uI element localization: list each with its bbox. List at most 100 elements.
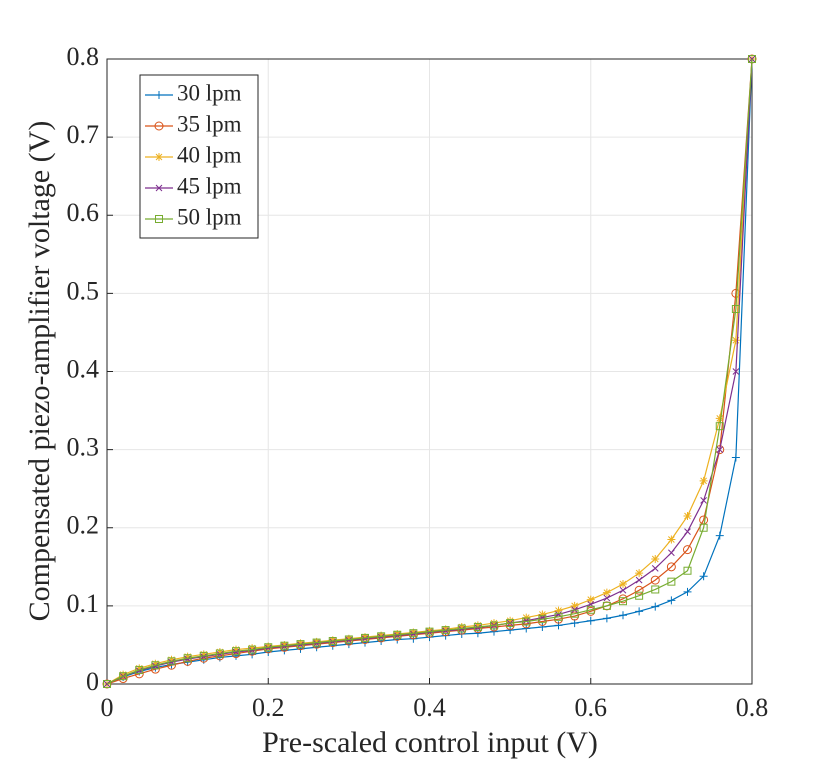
marker bbox=[409, 628, 418, 637]
marker bbox=[748, 55, 756, 63]
marker bbox=[410, 630, 417, 638]
x-tick-label: 0.2 bbox=[252, 693, 285, 722]
marker bbox=[715, 422, 724, 431]
marker bbox=[152, 662, 159, 670]
y-tick-label: 0.1 bbox=[67, 589, 100, 618]
marker bbox=[135, 664, 144, 673]
marker bbox=[650, 575, 660, 585]
marker bbox=[155, 215, 163, 223]
marker bbox=[619, 597, 627, 606]
marker bbox=[215, 647, 224, 656]
marker bbox=[442, 627, 449, 635]
marker bbox=[506, 616, 515, 625]
marker bbox=[715, 414, 724, 423]
marker bbox=[586, 605, 595, 614]
marker bbox=[554, 606, 563, 615]
marker bbox=[683, 512, 692, 521]
marker bbox=[635, 607, 644, 616]
marker bbox=[619, 611, 627, 620]
marker bbox=[490, 619, 498, 628]
marker bbox=[328, 637, 337, 646]
marker bbox=[699, 572, 708, 581]
marker bbox=[602, 614, 611, 623]
x-tick-label: 0.8 bbox=[736, 693, 769, 722]
marker bbox=[635, 591, 644, 600]
series-line bbox=[106, 58, 753, 685]
y-tick-label: 0.8 bbox=[67, 42, 100, 71]
marker bbox=[458, 625, 466, 633]
plot-frame bbox=[106, 58, 753, 685]
marker bbox=[651, 555, 660, 563]
marker bbox=[264, 644, 272, 652]
marker bbox=[232, 648, 240, 656]
marker bbox=[232, 645, 240, 654]
marker bbox=[264, 642, 273, 651]
marker bbox=[154, 121, 164, 131]
marker bbox=[668, 549, 675, 557]
marker bbox=[651, 602, 660, 611]
marker bbox=[215, 649, 224, 658]
marker bbox=[361, 633, 369, 642]
marker bbox=[280, 641, 289, 650]
marker bbox=[602, 601, 611, 610]
marker bbox=[200, 653, 208, 661]
marker bbox=[119, 670, 128, 679]
marker bbox=[490, 621, 498, 630]
marker bbox=[667, 535, 676, 544]
y-axis-label: Compensated piezo-amplifier voltage (V) bbox=[23, 121, 56, 622]
marker bbox=[168, 658, 175, 666]
marker bbox=[570, 609, 579, 618]
marker bbox=[312, 638, 321, 647]
marker bbox=[216, 650, 224, 658]
marker bbox=[393, 630, 402, 638]
legend-label: 50 lpm bbox=[177, 204, 242, 229]
marker bbox=[506, 619, 515, 628]
marker bbox=[297, 641, 304, 649]
marker bbox=[538, 610, 547, 619]
y-tick-label: 0.4 bbox=[67, 354, 100, 383]
marker bbox=[602, 588, 611, 597]
marker bbox=[135, 667, 143, 675]
marker bbox=[425, 626, 434, 635]
marker bbox=[667, 577, 676, 586]
marker bbox=[377, 631, 386, 640]
marker bbox=[538, 622, 547, 631]
marker bbox=[586, 595, 595, 604]
marker bbox=[344, 635, 353, 644]
marker bbox=[119, 672, 128, 681]
y-tick-label: 0 bbox=[86, 667, 99, 696]
marker bbox=[313, 640, 320, 647]
marker bbox=[409, 629, 418, 638]
marker bbox=[280, 640, 289, 649]
marker bbox=[716, 446, 724, 453]
y-tick-label: 0.5 bbox=[67, 276, 100, 305]
marker bbox=[199, 650, 208, 659]
marker bbox=[361, 633, 369, 642]
marker bbox=[312, 637, 321, 646]
marker bbox=[699, 476, 708, 485]
marker bbox=[667, 596, 676, 605]
x-tick-label: 0 bbox=[101, 693, 114, 722]
marker bbox=[264, 643, 273, 652]
legend: 30 lpm 35 lpm 40 lpm 45 lpm 50 lpm bbox=[139, 74, 259, 239]
marker bbox=[248, 647, 256, 654]
marker bbox=[457, 622, 466, 631]
marker bbox=[441, 626, 450, 635]
marker bbox=[199, 651, 208, 660]
marker bbox=[393, 630, 402, 639]
marker bbox=[361, 635, 369, 643]
marker bbox=[328, 636, 337, 645]
series bbox=[103, 55, 756, 688]
legend-label: 45 lpm bbox=[177, 173, 242, 198]
marker bbox=[731, 453, 740, 462]
marker bbox=[651, 565, 659, 572]
legend-label: 40 lpm bbox=[177, 142, 242, 167]
marker bbox=[684, 528, 691, 536]
marker bbox=[635, 576, 643, 584]
marker bbox=[183, 654, 192, 663]
y-tick-label: 0.6 bbox=[67, 198, 100, 227]
marker bbox=[151, 661, 160, 670]
marker bbox=[103, 680, 111, 688]
marker bbox=[296, 640, 305, 649]
